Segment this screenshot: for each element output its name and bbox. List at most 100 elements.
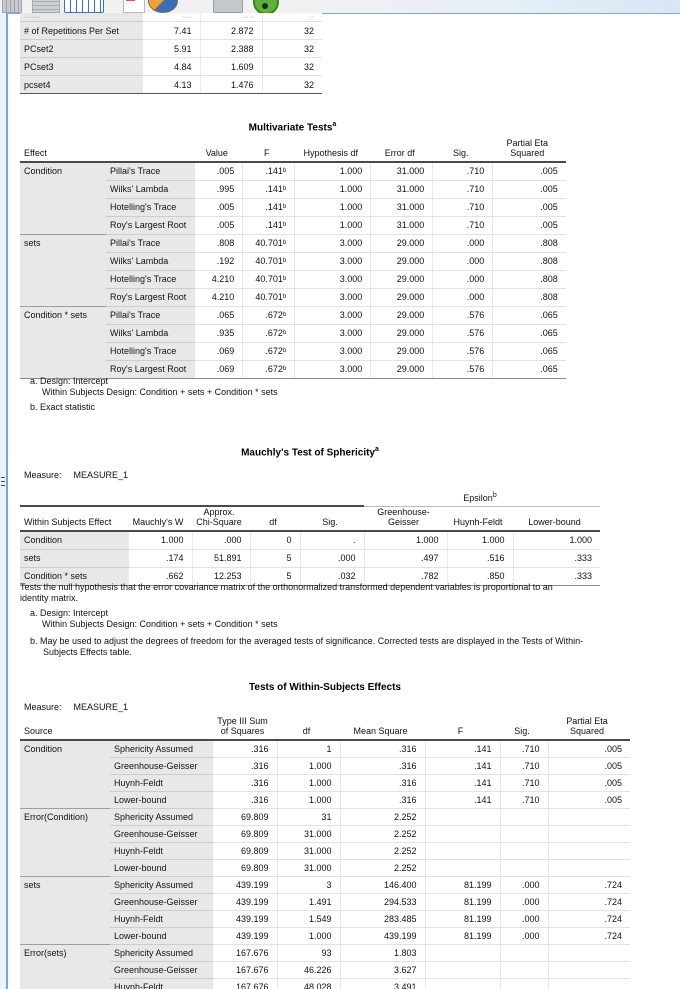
cell: 69.809 xyxy=(211,842,277,860)
effect-cell xyxy=(20,288,106,307)
cell: 40.701ᵇ xyxy=(242,270,295,289)
cell: .005 xyxy=(547,757,630,775)
cell: .333 xyxy=(512,567,600,586)
cell: .005 xyxy=(547,739,630,758)
cell: 31 xyxy=(276,807,340,826)
cell: 29.000 xyxy=(370,252,433,271)
cell xyxy=(499,859,548,877)
cell: 29.000 xyxy=(370,288,433,307)
cell: 31.000 xyxy=(370,161,433,181)
col-df: df xyxy=(250,506,300,532)
panel-icon[interactable] xyxy=(213,0,243,13)
source-cell: sets xyxy=(20,875,110,894)
cell: .724 xyxy=(547,893,630,911)
cell: 1.000 xyxy=(294,180,371,199)
cell: .316 xyxy=(339,757,425,775)
statistic-cell: Hotelling's Trace xyxy=(106,342,195,361)
cell: 40.701ᵇ xyxy=(242,252,295,271)
cell: 3.000 xyxy=(294,305,371,325)
method-cell: Greenhouse-Geisser xyxy=(110,961,212,979)
multivariate-tests-table[interactable]: Effect Value F Hypothesis df Error df Si… xyxy=(20,138,566,379)
cell: .000 xyxy=(299,549,364,568)
col-f: F xyxy=(242,138,295,163)
cell: 439.199 xyxy=(211,910,277,928)
within-subjects-effects-table[interactable]: Source Type III Sum of Squares df Mean S… xyxy=(20,716,630,989)
cell: ······· xyxy=(20,13,142,22)
method-cell: Greenhouse-Geisser xyxy=(110,893,212,911)
table-row: Greenhouse-Geisser .316 1.000 .316 .141 … xyxy=(20,757,630,775)
cell: .005 xyxy=(492,216,566,235)
document-icon[interactable] xyxy=(123,0,145,13)
cell: .782 xyxy=(363,567,447,586)
cell: 1.803 xyxy=(339,943,425,962)
table-row: Greenhouse-Geisser 69.809 31.000 2.252 xyxy=(20,825,630,843)
table-zoom-icon[interactable] xyxy=(64,0,104,13)
col-source: Source xyxy=(20,716,212,741)
cell: .710 xyxy=(432,161,493,181)
cell: .316 xyxy=(339,791,425,809)
cell: .672ᵇ xyxy=(242,360,295,379)
statistic-cell: Pillai's Trace xyxy=(106,305,195,325)
cell xyxy=(499,961,548,979)
effect-cell: Condition * sets xyxy=(20,305,106,325)
cell: .005 xyxy=(194,198,243,217)
row-label-cell: # of Repetitions Per Set xyxy=(20,21,142,40)
cell: 29.000 xyxy=(370,342,433,361)
table-row: sets Sphericity Assumed 439.199 3 146.40… xyxy=(20,875,630,894)
descriptives-table[interactable]: ······· ···· ····· ·· # of Repetitions P… xyxy=(20,13,322,94)
cell: 81.199 xyxy=(424,910,500,928)
table-row: Roy's Largest Root 4.210 40.701ᵇ 3.000 2… xyxy=(20,288,566,307)
globe-chart-icon[interactable] xyxy=(148,0,178,13)
cell: .141ᵇ xyxy=(242,216,295,235)
cell: .069 xyxy=(194,342,243,361)
cell: 3.000 xyxy=(294,342,371,361)
table-row: sets Pillai's Trace .808 40.701ᵇ 3.000 2… xyxy=(20,233,566,253)
col-partial-eta-squared: Partial Eta Squared xyxy=(548,716,630,741)
table-row: Condition Pillai's Trace .005 .141ᵇ 1.00… xyxy=(20,161,566,181)
cell: 2.252 xyxy=(339,825,425,843)
method-cell: Huynh-Feldt xyxy=(110,910,212,928)
cell: .141 xyxy=(424,757,500,775)
cell: 81.199 xyxy=(424,893,500,911)
method-cell: Lower-bound xyxy=(110,859,212,877)
cell: . xyxy=(299,530,364,550)
cell: .497 xyxy=(363,549,447,568)
cell: .316 xyxy=(211,739,277,758)
epsilon-header: Epsilonb xyxy=(364,486,600,507)
run-circle-icon[interactable] xyxy=(253,0,279,13)
source-cell xyxy=(20,774,110,792)
cell xyxy=(499,842,548,860)
cell: 4.13 xyxy=(141,75,200,94)
cell xyxy=(424,943,500,962)
cell: .808 xyxy=(194,233,243,253)
splitter-handle[interactable] xyxy=(1,474,5,488)
cell: 3.491 xyxy=(339,978,425,989)
cell: 5.91 xyxy=(141,39,200,58)
source-cell xyxy=(20,859,110,877)
effect-cell xyxy=(20,216,106,235)
table-row: PCset2 5.91 2.388 32 xyxy=(20,39,322,58)
cell: 4.210 xyxy=(194,270,243,289)
cell: 32 xyxy=(261,21,322,40)
cell: 32 xyxy=(261,75,322,94)
cell: .005 xyxy=(547,791,630,809)
cell: .005 xyxy=(547,774,630,792)
table-row: Condition 1.000 .000 0 . 1.000 1.000 1.0… xyxy=(20,530,600,550)
statistic-cell: Roy's Largest Root xyxy=(106,360,195,379)
source-cell: Error(sets) xyxy=(20,943,110,962)
cell: .141ᵇ xyxy=(242,180,295,199)
cell: 12.253 xyxy=(191,567,250,586)
col-type-iii-sum-of-squares: Type III Sum of Squares xyxy=(212,716,277,741)
grid-large-icon[interactable] xyxy=(32,0,60,13)
grid-icon[interactable] xyxy=(2,0,22,13)
method-cell: Sphericity Assumed xyxy=(110,943,212,962)
cell: 3.000 xyxy=(294,288,371,307)
col-value: Value xyxy=(194,138,243,163)
col-partial-eta-squared: Partial Eta Squared xyxy=(492,138,566,163)
table-row: pcset4 4.13 1.476 32 xyxy=(20,75,322,94)
mauchly-table[interactable]: Epsilonb Within Subjects Effect Mauchly'… xyxy=(20,486,600,586)
cell: 46.226 xyxy=(276,961,340,979)
effect-cell xyxy=(20,342,106,361)
cell: .316 xyxy=(339,774,425,792)
source-cell: Error(Condition) xyxy=(20,807,110,826)
